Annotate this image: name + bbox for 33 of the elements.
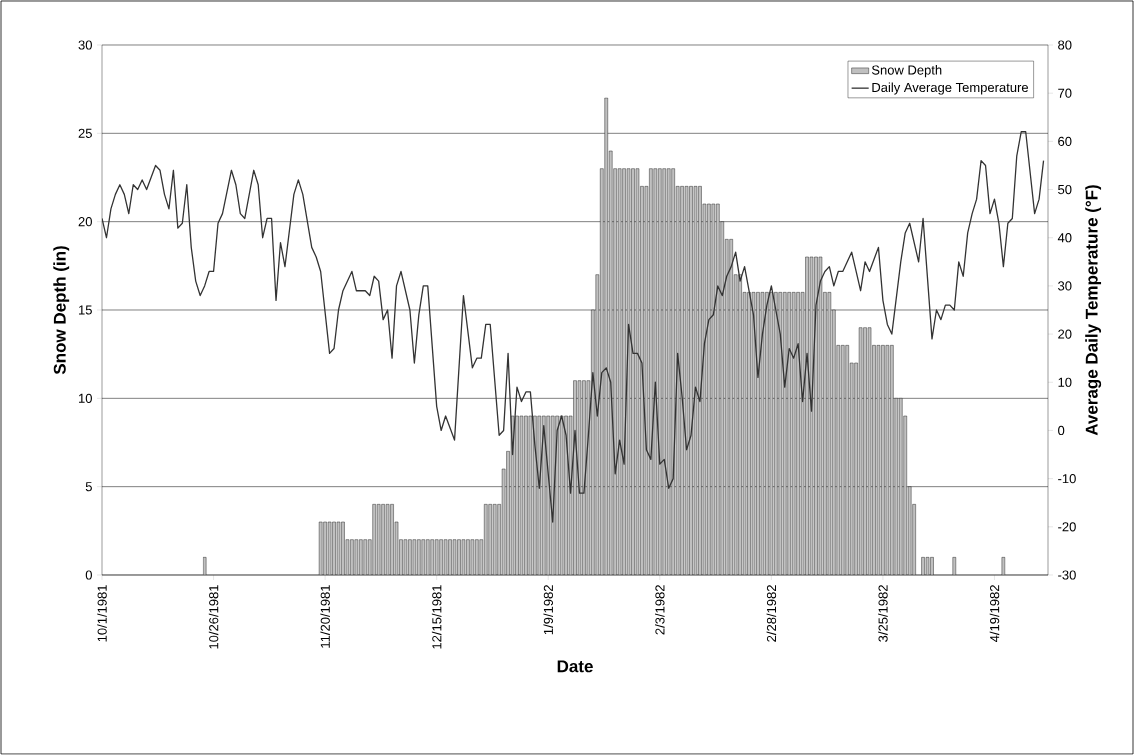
y2-tick-label: 10 [1058, 377, 1072, 387]
y2-axis-title: Average Daily Temperature (°F) [1085, 185, 1102, 436]
legend-label: Daily Average Temperature [872, 82, 1029, 95]
y2-tick-label: 70 [1058, 88, 1072, 98]
y-tick-label: 0 [85, 570, 92, 580]
y2-tick-label: 0 [1058, 425, 1065, 436]
y2-tick-label: 20 [1058, 329, 1072, 339]
x-tick-label: 2/28/1982 [766, 585, 777, 642]
x-tick-label: 10/26/1981 [208, 585, 219, 649]
y2-tick-label: 80 [1058, 40, 1072, 50]
y2-tick-label: 30 [1058, 281, 1072, 291]
y2-tick-label: -20 [1058, 522, 1076, 532]
y-tick-label: 20 [78, 217, 92, 227]
y-tick-label: 25 [78, 128, 92, 138]
y2-tick-label: 40 [1057, 233, 1072, 243]
x-tick-label: 12/15/1981 [431, 585, 442, 649]
y2-tick-label: 50 [1058, 184, 1072, 195]
y2-tick-label: -10 [1058, 474, 1076, 484]
y-tick-label: 30 [78, 40, 92, 50]
y-tick-label: 15 [79, 305, 92, 315]
x-tick-label: 4/19/1982 [989, 585, 1000, 643]
y-tick-label: 5 [85, 482, 92, 492]
x-tick-label: 3/25/1982 [878, 585, 888, 642]
y-axis-title: Snow Depth (in) [53, 246, 70, 375]
x-tick-label: 11/20/1981 [320, 585, 330, 648]
y2-tick-label: -30 [1058, 570, 1076, 580]
x-tick-label: 10/1/1981 [97, 585, 107, 642]
x-axis-title: Date [557, 660, 593, 673]
y-tick-label: 10 [79, 393, 92, 403]
legend-label: Snow Depth [871, 65, 942, 78]
y2-tick-label: 60 [1058, 136, 1072, 146]
x-tick-label: 1/9/1982 [543, 585, 554, 635]
x-tick-label: 2/3/1982 [655, 585, 665, 635]
